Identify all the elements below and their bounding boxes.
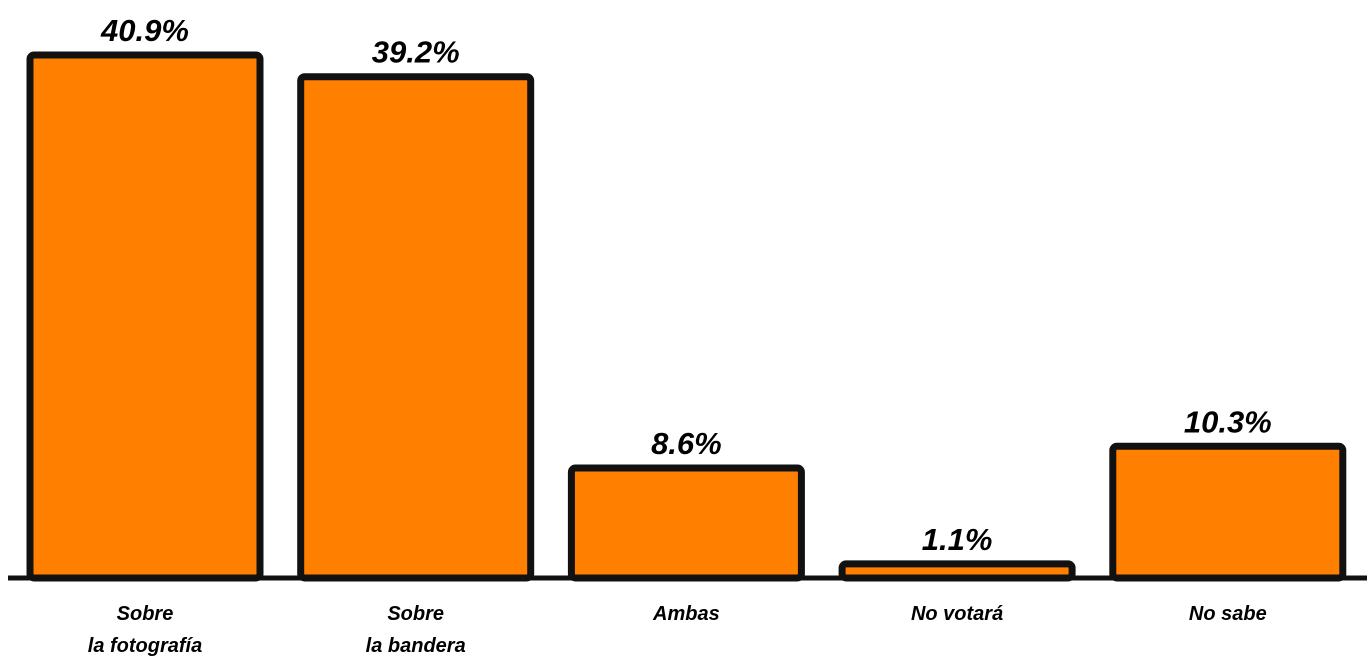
category-label: No sabe	[1188, 603, 1267, 625]
category-label: Sobre la fotografía	[87, 603, 203, 657]
category-label: No votará	[910, 603, 1004, 625]
value-label: 39.2%	[372, 35, 460, 70]
category-label: Ambas	[653, 603, 720, 625]
bar	[26, 51, 264, 582]
value-label: 8.6%	[651, 426, 722, 461]
value-label: 40.9%	[100, 13, 189, 48]
bar	[297, 73, 535, 582]
value-label: 1.1%	[922, 522, 993, 557]
bar	[1109, 442, 1347, 582]
category-label: Sobre la bandera	[365, 603, 466, 657]
value-label: 10.3%	[1184, 404, 1272, 439]
bar	[567, 464, 805, 582]
